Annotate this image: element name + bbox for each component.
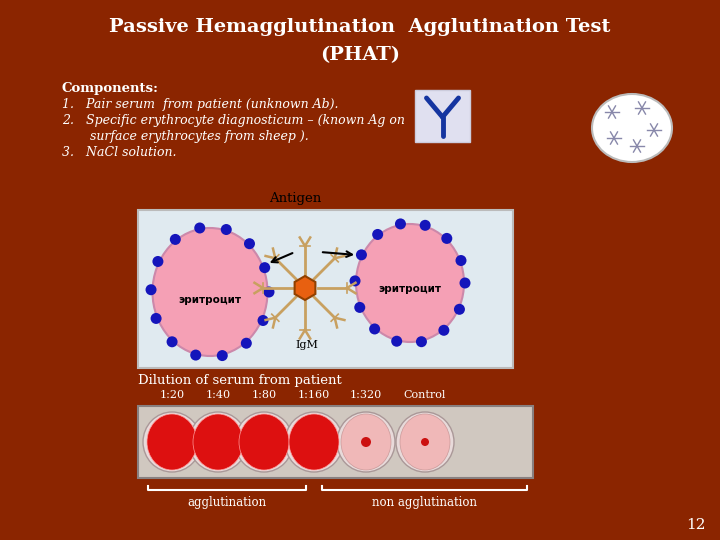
Text: agglutination: agglutination bbox=[187, 496, 266, 509]
Circle shape bbox=[395, 218, 406, 230]
Ellipse shape bbox=[285, 412, 343, 472]
Circle shape bbox=[240, 338, 252, 349]
Circle shape bbox=[244, 238, 255, 249]
Circle shape bbox=[153, 256, 163, 267]
Text: 1:160: 1:160 bbox=[298, 390, 330, 400]
Circle shape bbox=[391, 336, 402, 347]
Circle shape bbox=[221, 224, 232, 235]
Text: surface erythrocytes from sheep ).: surface erythrocytes from sheep ). bbox=[62, 130, 309, 143]
Ellipse shape bbox=[341, 414, 391, 470]
Text: 1:20: 1:20 bbox=[159, 390, 184, 400]
Circle shape bbox=[420, 220, 431, 231]
Text: эритроцит: эритроцит bbox=[179, 295, 241, 305]
Text: 2.   Specific erythrocyte diagnosticum – (known Ag on: 2. Specific erythrocyte diagnosticum – (… bbox=[62, 114, 405, 127]
Text: non agglutination: non agglutination bbox=[372, 496, 477, 509]
Circle shape bbox=[349, 275, 361, 286]
Ellipse shape bbox=[356, 224, 464, 342]
Circle shape bbox=[354, 302, 365, 313]
Bar bbox=[138, 406, 533, 478]
Text: Antigen: Antigen bbox=[269, 192, 321, 205]
Circle shape bbox=[166, 336, 178, 347]
Text: 1.   Pair serum  from patient (unknown Ab).: 1. Pair serum from patient (unknown Ab). bbox=[62, 98, 338, 111]
Circle shape bbox=[416, 336, 427, 347]
Text: IgM: IgM bbox=[296, 340, 318, 350]
Text: 1:80: 1:80 bbox=[251, 390, 276, 400]
Circle shape bbox=[194, 222, 205, 233]
Circle shape bbox=[438, 325, 449, 336]
Circle shape bbox=[264, 287, 274, 298]
Ellipse shape bbox=[289, 414, 339, 470]
Circle shape bbox=[190, 349, 201, 361]
Circle shape bbox=[170, 234, 181, 245]
Circle shape bbox=[456, 255, 467, 266]
Circle shape bbox=[356, 249, 367, 260]
Text: Components:: Components: bbox=[62, 82, 159, 95]
Ellipse shape bbox=[143, 412, 201, 472]
Bar bbox=[138, 210, 513, 368]
Text: 1:40: 1:40 bbox=[205, 390, 230, 400]
Circle shape bbox=[459, 278, 470, 288]
Ellipse shape bbox=[193, 414, 243, 470]
Ellipse shape bbox=[337, 412, 395, 472]
Circle shape bbox=[259, 262, 270, 273]
Ellipse shape bbox=[153, 228, 268, 356]
Text: 3.   NaCl solution.: 3. NaCl solution. bbox=[62, 146, 176, 159]
Circle shape bbox=[441, 233, 452, 244]
Text: Dilution of serum from patient: Dilution of serum from patient bbox=[138, 374, 342, 387]
Polygon shape bbox=[294, 276, 315, 300]
Text: (PHAT): (PHAT) bbox=[320, 46, 400, 64]
Circle shape bbox=[361, 437, 371, 447]
Circle shape bbox=[217, 350, 228, 361]
Bar bbox=[415, 90, 470, 142]
Text: 12: 12 bbox=[686, 518, 706, 532]
Ellipse shape bbox=[592, 94, 672, 162]
Circle shape bbox=[454, 304, 465, 315]
Text: 1:320: 1:320 bbox=[350, 390, 382, 400]
Ellipse shape bbox=[189, 412, 247, 472]
Text: Passive Hemagglutination  Agglutination Test: Passive Hemagglutination Agglutination T… bbox=[109, 18, 611, 36]
Ellipse shape bbox=[147, 414, 197, 470]
Ellipse shape bbox=[235, 412, 293, 472]
Circle shape bbox=[145, 284, 156, 295]
Circle shape bbox=[421, 438, 429, 446]
Circle shape bbox=[369, 323, 380, 334]
Text: эритроцит: эритроцит bbox=[379, 284, 441, 294]
Text: Control: Control bbox=[404, 390, 446, 400]
Circle shape bbox=[258, 315, 269, 326]
Ellipse shape bbox=[396, 412, 454, 472]
Ellipse shape bbox=[239, 414, 289, 470]
Circle shape bbox=[150, 313, 161, 324]
Circle shape bbox=[372, 229, 383, 240]
Ellipse shape bbox=[400, 414, 450, 470]
